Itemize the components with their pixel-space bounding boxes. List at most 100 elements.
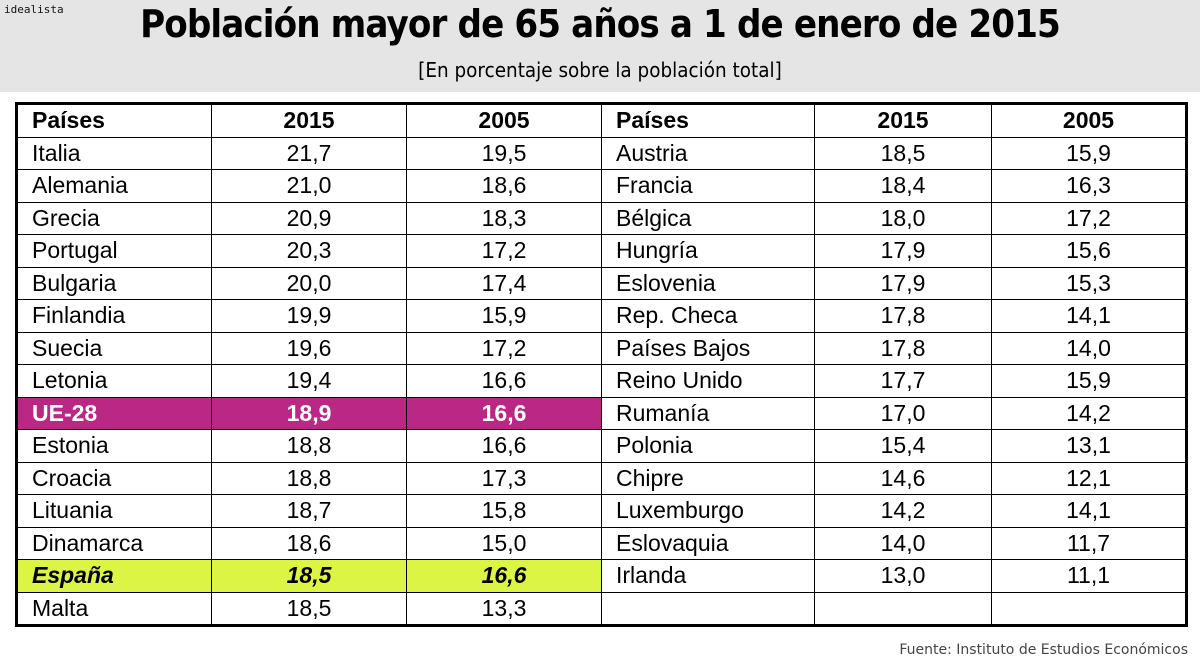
country-cell: Chipre	[601, 461, 815, 495]
value-2005-cell: 16,3	[991, 169, 1187, 203]
value-2005-cell: 16,6	[406, 559, 602, 593]
chart-subtitle: [En porcentaje sobre la población total]	[418, 58, 782, 82]
table-header-row: Países 2015 2005 Países 2015 2005	[16, 103, 1187, 138]
value-2015-cell: 14,6	[814, 461, 992, 495]
value-2015-cell	[814, 591, 992, 626]
value-2015-cell: 17,9	[814, 234, 992, 268]
column-header: 2015	[211, 103, 407, 138]
value-2005-cell: 17,3	[406, 461, 602, 495]
table-row: Estonia 18,8 16,6 Polonia 15,4 13,1	[16, 429, 1187, 463]
country-cell: Bulgaria	[16, 266, 212, 300]
country-cell: Lituania	[16, 494, 212, 528]
value-2015-cell: 13,0	[814, 559, 992, 593]
chart-title: Población mayor de 65 años a 1 de enero …	[140, 2, 1061, 46]
value-2015-cell: 18,4	[814, 169, 992, 203]
value-2015-cell: 21,0	[211, 169, 407, 203]
value-2015-cell: 19,4	[211, 364, 407, 398]
country-cell: Dinamarca	[16, 526, 212, 560]
value-2015-cell: 18,9	[211, 396, 407, 430]
value-2005-cell: 15,3	[991, 266, 1187, 300]
value-2015-cell: 17,8	[814, 331, 992, 365]
country-cell: Italia	[16, 136, 212, 170]
header-band	[0, 0, 1200, 92]
country-cell: UE-28	[16, 396, 212, 430]
country-cell: Francia	[601, 169, 815, 203]
value-2015-cell: 18,0	[814, 201, 992, 235]
value-2015-cell: 19,6	[211, 331, 407, 365]
value-2015-cell: 20,9	[211, 201, 407, 235]
value-2005-cell: 18,6	[406, 169, 602, 203]
logo: idealista	[4, 3, 64, 16]
value-2015-cell: 20,3	[211, 234, 407, 268]
value-2005-cell: 11,7	[991, 526, 1187, 560]
column-header: 2005	[991, 103, 1187, 138]
country-cell: Polonia	[601, 429, 815, 463]
table-row: Grecia 20,9 18,3 Bélgica 18,0 17,2	[16, 201, 1187, 235]
table-row: Croacia 18,8 17,3 Chipre 14,6 12,1	[16, 461, 1187, 495]
value-2015-cell: 20,0	[211, 266, 407, 300]
value-2015-cell: 18,6	[211, 526, 407, 560]
column-header: 2015	[814, 103, 992, 138]
value-2005-cell: 16,6	[406, 429, 602, 463]
source-note: Fuente: Instituto de Estudios Económicos	[899, 642, 1188, 658]
table-row: Italia 21,7 19,5 Austria 18,5 15,9	[16, 136, 1187, 170]
column-header: 2005	[406, 103, 602, 138]
value-2015-cell: 14,2	[814, 494, 992, 528]
table-row: Dinamarca 18,6 15,0 Eslovaquia 14,0 11,7	[16, 526, 1187, 560]
value-2015-cell: 18,5	[211, 559, 407, 593]
country-cell: Rumanía	[601, 396, 815, 430]
value-2005-cell: 15,9	[406, 299, 602, 333]
data-table: Países 2015 2005 Países 2015 2005 Italia 21,7 1…	[15, 102, 1188, 627]
table-row: Suecia 19,6 17,2 Países Bajos 17,8 14,0	[16, 331, 1187, 365]
table-row: Bulgaria 20,0 17,4 Eslovenia 17,9 15,3	[16, 266, 1187, 300]
value-2015-cell: 18,5	[814, 136, 992, 170]
value-2005-cell: 16,6	[406, 396, 602, 430]
value-2015-cell: 21,7	[211, 136, 407, 170]
value-2005-cell: 18,3	[406, 201, 602, 235]
country-cell: Eslovaquia	[601, 526, 815, 560]
value-2005-cell: 17,2	[406, 331, 602, 365]
country-cell: Portugal	[16, 234, 212, 268]
country-cell: Austria	[601, 136, 815, 170]
country-cell: España	[16, 559, 212, 593]
value-2005-cell: 14,0	[991, 331, 1187, 365]
value-2015-cell: 17,0	[814, 396, 992, 430]
country-cell: Malta	[16, 591, 212, 626]
value-2005-cell: 16,6	[406, 364, 602, 398]
table-row: Lituania 18,7 15,8 Luxemburgo 14,2 14,1	[16, 494, 1187, 528]
value-2005-cell: 15,6	[991, 234, 1187, 268]
country-cell: Estonia	[16, 429, 212, 463]
country-cell: Reino Unido	[601, 364, 815, 398]
value-2015-cell: 18,8	[211, 461, 407, 495]
country-cell: Irlanda	[601, 559, 815, 593]
value-2015-cell: 19,9	[211, 299, 407, 333]
country-cell: Finlandia	[16, 299, 212, 333]
country-cell: Rep. Checa	[601, 299, 815, 333]
value-2005-cell: 14,1	[991, 299, 1187, 333]
country-cell: Eslovenia	[601, 266, 815, 300]
value-2005-cell: 17,2	[406, 234, 602, 268]
value-2005-cell: 11,1	[991, 559, 1187, 593]
country-cell: Hungría	[601, 234, 815, 268]
table-row: Letonia 19,4 16,6 Reino Unido 17,7 15,9	[16, 364, 1187, 398]
value-2005-cell: 14,1	[991, 494, 1187, 528]
value-2005-cell: 17,4	[406, 266, 602, 300]
table-row: Alemania 21,0 18,6 Francia 18,4 16,3	[16, 169, 1187, 203]
country-cell: Alemania	[16, 169, 212, 203]
table-row: UE-28 18,9 16,6 Rumanía 17,0 14,2	[16, 396, 1187, 430]
value-2015-cell: 18,5	[211, 591, 407, 626]
value-2005-cell: 15,9	[991, 136, 1187, 170]
value-2005-cell: 19,5	[406, 136, 602, 170]
value-2005-cell: 15,0	[406, 526, 602, 560]
value-2005-cell: 15,8	[406, 494, 602, 528]
table-row: España 18,5 16,6 Irlanda 13,0 11,1	[16, 559, 1187, 593]
value-2005-cell: 12,1	[991, 461, 1187, 495]
table-row: Portugal 20,3 17,2 Hungría 17,9 15,6	[16, 234, 1187, 268]
value-2015-cell: 14,0	[814, 526, 992, 560]
country-cell: Suecia	[16, 331, 212, 365]
country-cell: Letonia	[16, 364, 212, 398]
table-row: Malta 18,5 13,3	[16, 591, 1187, 626]
country-cell: Luxemburgo	[601, 494, 815, 528]
value-2005-cell: 14,2	[991, 396, 1187, 430]
value-2005-cell	[991, 591, 1187, 626]
